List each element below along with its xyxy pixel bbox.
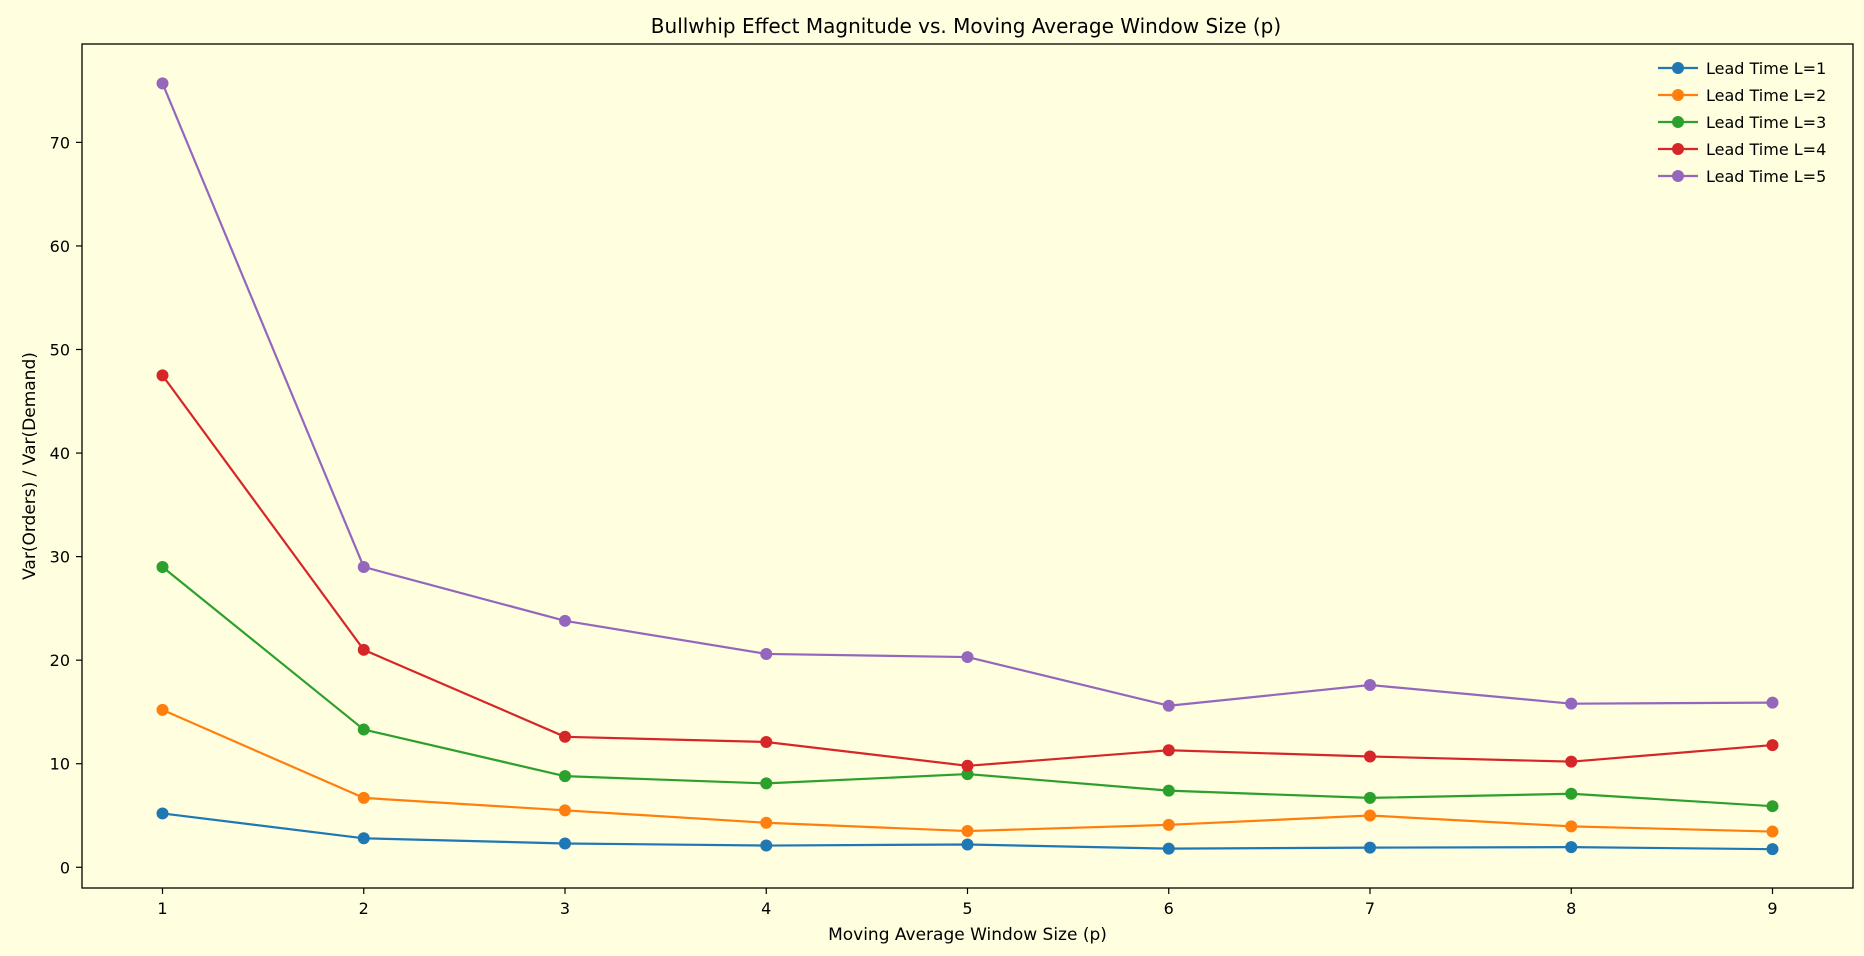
data-point [357, 791, 370, 804]
data-point [961, 768, 974, 781]
x-axis: 1 2 3 4 5 6 7 8 9 [157, 888, 1778, 918]
data-point [1162, 744, 1175, 757]
data-point [760, 735, 773, 748]
y-axis-label: Var(Orders) / Var(Demand) [20, 352, 40, 580]
data-point [156, 703, 169, 716]
legend-label: Lead Time L=5 [1706, 167, 1826, 186]
x-tick-label: 8 [1566, 899, 1576, 918]
data-point [1364, 809, 1376, 822]
data-point [1565, 697, 1578, 710]
data-point [559, 837, 571, 850]
legend-item: Lead Time L=2 [1658, 86, 1826, 105]
y-tick-label: 60 [50, 237, 70, 256]
legend-item: Lead Time L=3 [1658, 113, 1826, 132]
y-tick-label: 0 [60, 858, 70, 877]
data-point [559, 804, 571, 817]
data-point [1364, 841, 1376, 854]
data-point [156, 807, 169, 820]
data-point [961, 651, 974, 664]
data-point [357, 832, 370, 845]
x-axis-label: Moving Average Window Size (p) [828, 925, 1107, 945]
x-tick-label: 4 [761, 899, 771, 918]
data-point [961, 825, 974, 838]
data-point [1766, 843, 1779, 856]
legend-marker [1672, 170, 1684, 182]
legend-item: Lead Time L=5 [1658, 167, 1826, 186]
data-point [961, 838, 974, 851]
x-tick-label: 3 [560, 899, 570, 918]
series-line [161, 374, 1773, 767]
data-point [760, 839, 773, 852]
y-tick-label: 50 [50, 340, 70, 359]
data-point [1565, 787, 1578, 800]
data-point [760, 816, 773, 829]
legend-item: Lead Time L=4 [1658, 140, 1826, 159]
data-point [1162, 818, 1175, 831]
data-point [559, 614, 571, 627]
legend-marker [1672, 62, 1684, 74]
y-tick-label: 10 [50, 755, 70, 774]
data-point [1364, 679, 1376, 692]
x-tick-label: 6 [1164, 899, 1174, 918]
legend-label: Lead Time L=3 [1706, 113, 1826, 132]
data-point [156, 77, 169, 90]
data-point [1565, 820, 1578, 833]
data-point [760, 777, 773, 790]
data-point [156, 560, 169, 573]
data-point [357, 643, 370, 656]
y-axis: 0 10 20 30 40 50 60 70 [50, 133, 82, 877]
data-point [357, 560, 370, 573]
series-5 [156, 77, 1779, 712]
chart-title: Bullwhip Effect Magnitude vs. Moving Ave… [651, 14, 1281, 38]
data-point [1364, 750, 1376, 763]
y-tick-label: 30 [50, 548, 70, 567]
series-line [161, 82, 1773, 707]
legend-marker [1672, 116, 1684, 128]
series-2 [156, 703, 1779, 838]
data-point [961, 759, 974, 772]
y-tick-label: 70 [50, 133, 70, 152]
data-point [1565, 755, 1578, 768]
x-tick-label: 5 [962, 899, 972, 918]
data-point [1162, 784, 1175, 797]
data-point [1766, 739, 1779, 752]
legend-label: Lead Time L=2 [1706, 86, 1826, 105]
data-point [559, 770, 571, 783]
plot-series [156, 77, 1779, 856]
legend-label: Lead Time L=1 [1706, 59, 1826, 78]
y-tick-label: 40 [50, 444, 70, 463]
data-point [760, 647, 773, 660]
series-1 [156, 807, 1779, 856]
data-point [1565, 841, 1578, 854]
legend: Lead Time L=1 Lead Time L=2 Lead Time L=3 L… [1658, 59, 1826, 186]
data-point [156, 369, 169, 382]
data-point [357, 723, 370, 736]
series-3 [156, 560, 1779, 813]
y-tick-label: 20 [50, 651, 70, 670]
data-point [1364, 791, 1376, 804]
data-point [1766, 800, 1779, 813]
x-tick-label: 2 [359, 899, 369, 918]
legend-marker [1672, 89, 1684, 101]
data-point [559, 730, 571, 743]
x-tick-label: 7 [1365, 899, 1375, 918]
legend-marker [1672, 143, 1684, 155]
data-point [1162, 842, 1175, 855]
x-tick-label: 1 [157, 899, 167, 918]
data-point [1766, 696, 1779, 709]
legend-label: Lead Time L=4 [1706, 140, 1826, 159]
x-tick-label: 9 [1767, 899, 1777, 918]
legend-item: Lead Time L=1 [1658, 59, 1826, 78]
data-point [1766, 825, 1779, 838]
series-4 [156, 369, 1779, 772]
data-point [1162, 699, 1175, 712]
